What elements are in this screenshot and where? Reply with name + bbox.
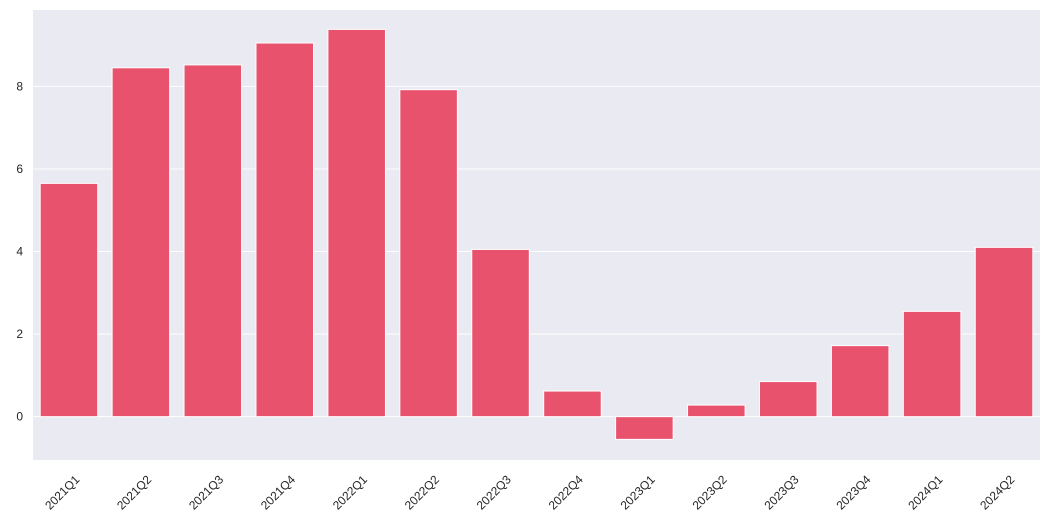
- bar-2021Q2: [111, 67, 171, 418]
- bar-2022Q1: [327, 28, 386, 418]
- bar-2023Q2: [687, 404, 746, 418]
- bar-2021Q1: [39, 182, 99, 418]
- x-tick-label: 2021Q3: [186, 472, 226, 512]
- bar-2023Q3: [758, 381, 818, 418]
- x-tick-label: 2023Q3: [761, 472, 801, 512]
- bar-2021Q3: [183, 64, 243, 418]
- x-tick-label: 2021Q4: [258, 472, 298, 512]
- x-tick-label: 2023Q1: [618, 472, 658, 512]
- y-tick-label: 0: [16, 410, 23, 424]
- y-axis-ticks: 0 2 4 6 8: [16, 79, 23, 423]
- bar-2022Q4: [543, 390, 602, 418]
- bars: [39, 28, 1034, 440]
- x-tick-label: 2022Q3: [474, 472, 514, 512]
- y-tick-label: 2: [16, 327, 23, 341]
- bar-2022Q2: [399, 89, 458, 418]
- x-tick-label: 2021Q1: [42, 472, 82, 512]
- x-axis-ticks: 2021Q1 2021Q2 2021Q3 2021Q4 2022Q1 2022Q2 2022…: [42, 472, 1017, 512]
- x-tick-label: 2024Q1: [905, 472, 945, 512]
- bar-2022Q3: [471, 248, 530, 418]
- x-tick-label: 2024Q2: [977, 472, 1017, 512]
- y-tick-label: 8: [16, 79, 23, 93]
- bar-2024Q2: [974, 246, 1034, 418]
- x-tick-label: 2021Q2: [114, 472, 154, 512]
- x-tick-label: 2022Q2: [402, 472, 442, 512]
- bar-2023Q1: [615, 416, 674, 440]
- y-tick-label: 6: [16, 162, 23, 176]
- x-tick-label: 2023Q2: [690, 472, 730, 512]
- bar-2024Q1: [902, 310, 962, 418]
- x-tick-label: 2022Q1: [330, 472, 370, 512]
- y-tick-label: 4: [16, 245, 23, 259]
- x-tick-label: 2023Q4: [833, 472, 873, 512]
- bar-2021Q4: [255, 42, 315, 418]
- x-tick-label: 2022Q4: [546, 472, 586, 512]
- bar-2023Q4: [830, 345, 890, 418]
